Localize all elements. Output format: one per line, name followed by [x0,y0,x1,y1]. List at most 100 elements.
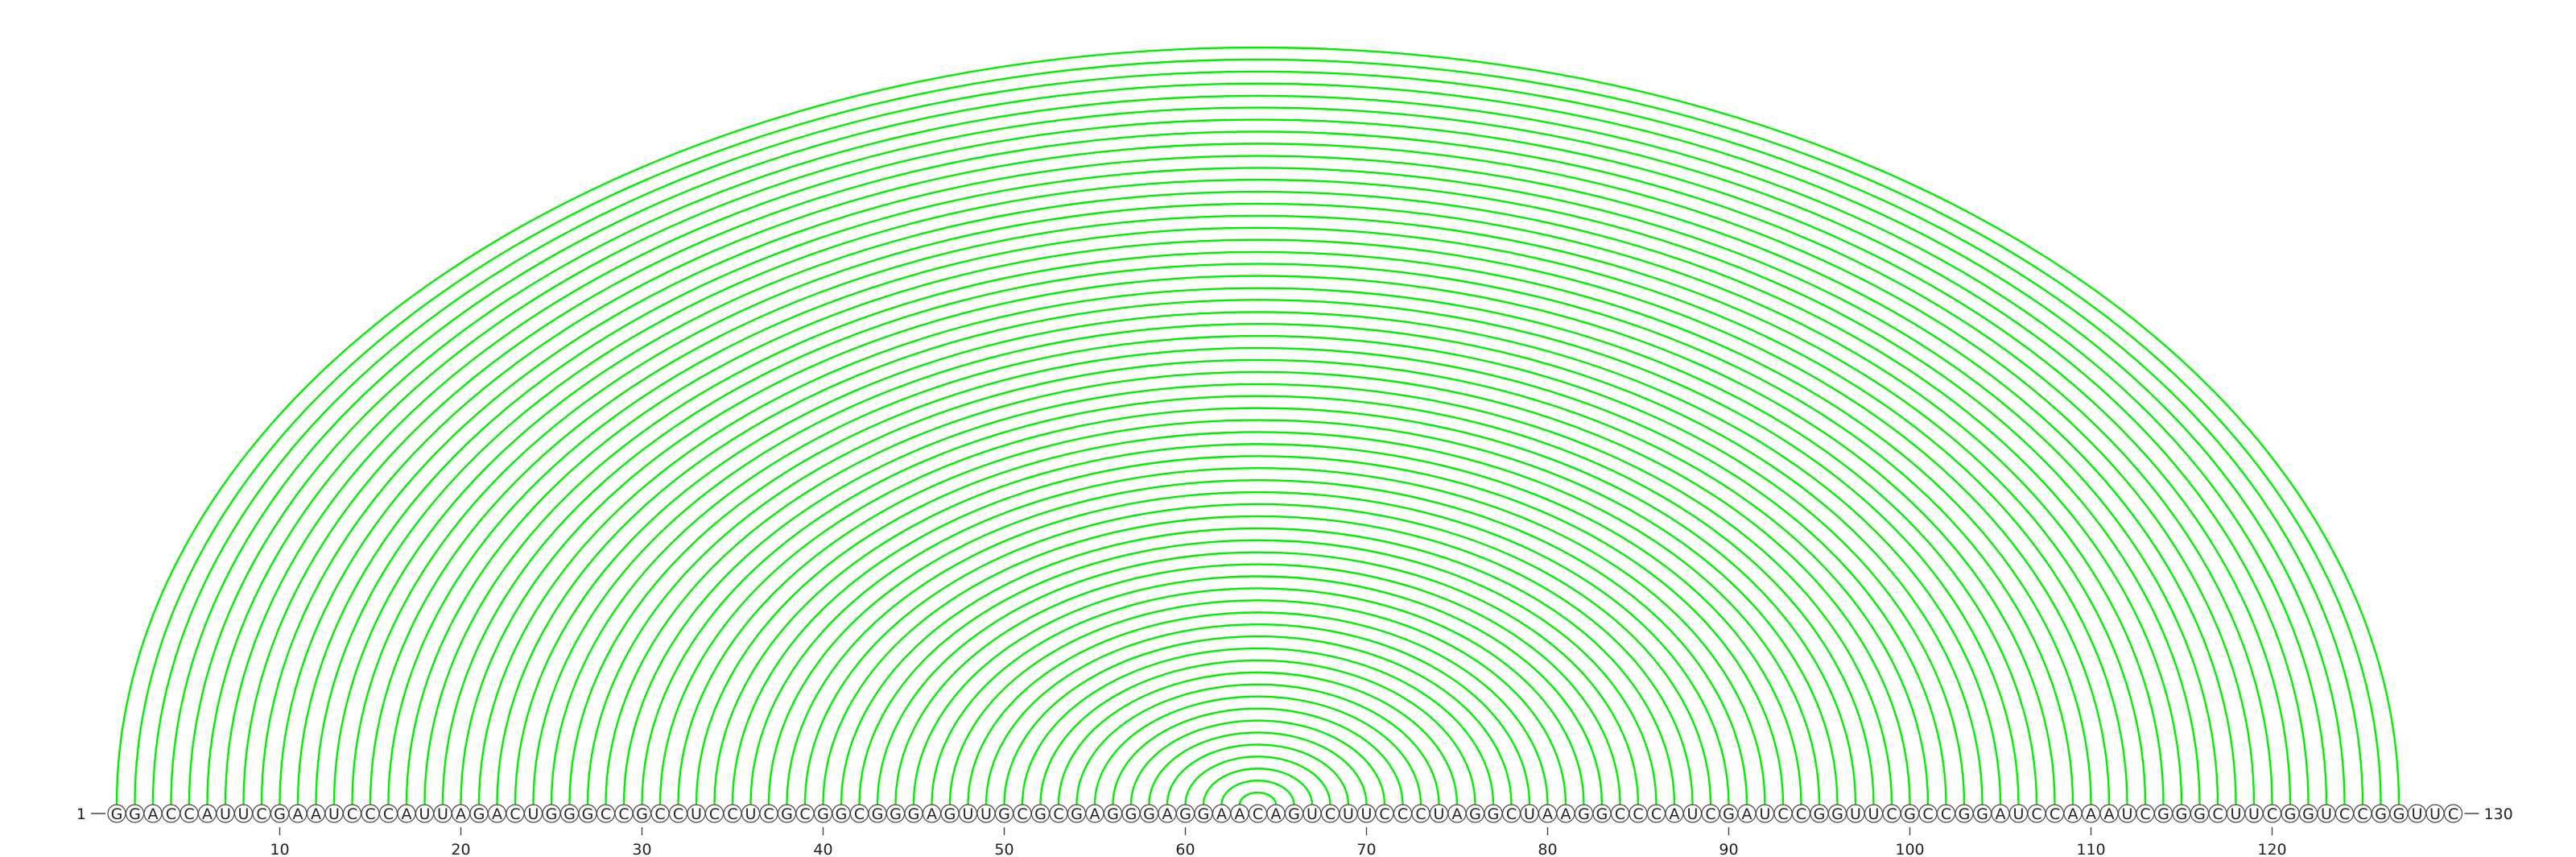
base-pair-arc-green [586,358,1930,805]
nucleotide-letter: C [1777,805,1788,823]
nucleotide-letter: U [963,805,974,823]
base-pair-arc-green [279,155,2237,805]
nucleotide-letter: G [473,805,485,823]
nucleotide-letter: C [673,805,683,823]
nucleotide-letter: U [2412,805,2423,823]
nucleotide: A [1230,804,1249,823]
nucleotide-letter: C [166,805,176,823]
base-pair-arc-green [1075,683,1440,805]
tick-label: 60 [1175,841,1195,857]
nucleotide: A [143,804,163,823]
base-pair-arc-green [1166,743,1350,805]
nucleotide: C [2136,804,2155,823]
nucleotide: U [1356,804,1377,823]
nucleotide-letter: G [1831,805,1843,823]
nucleotide: A [306,804,326,823]
nucleotide: A [487,804,507,823]
nucleotide: G [559,804,580,823]
nucleotide: U [687,804,706,823]
base-pair-arc-green [405,238,2111,805]
nucleotide: C [1013,804,1032,823]
nucleotide: C [704,804,724,823]
nucleotide-letter: U [2122,805,2133,823]
nucleotide: A [2099,804,2119,823]
nucleotide-letter: C [799,805,810,823]
nucleotide-letter: C [709,805,720,823]
nucleotide-letter: C [2357,805,2368,823]
tick-label: 90 [1719,841,1738,857]
base-pair-arc-green [188,94,2328,805]
nucleotide: U [741,804,761,823]
base-pair-arc-green [224,118,2292,805]
nucleotide-letter: C [510,805,520,823]
nucleotide-letter: G [1723,805,1735,823]
nucleotide-letter: U [1343,805,1354,823]
base-pair-arc-green [387,226,2128,805]
nucleotide: G [1719,804,1739,823]
base-pair-arc-green [641,395,1875,805]
nucleotide-letter: C [2339,805,2350,823]
nucleotide-letter: C [1397,805,1408,823]
nucleotide-letter: C [383,805,394,823]
base-pair-arc-green [731,455,1785,805]
base-pair-arc-green [260,143,2256,805]
base-pair-arc-green [767,479,1748,805]
nucleotide-letter: G [1578,805,1590,823]
nucleotide-letter: U [528,805,539,823]
nucleotide-letter: C [2267,805,2277,823]
nucleotide-letter: U [980,805,992,823]
nucleotide: G [469,804,489,823]
nucleotide: C [1629,804,1648,823]
nucleotide: C [1773,804,1793,823]
nucleotide: A [1991,804,2010,823]
nucleotide-letter: G [1125,805,1137,823]
nucleotide-letter: G [2393,805,2405,823]
nucleotide-letter: C [2140,805,2150,823]
nucleotide: G [1900,804,1920,823]
nucleotide-letter: C [2448,805,2458,823]
nucleotide: G [1810,804,1829,823]
nucleotide-letter: G [1179,805,1191,823]
nucleotide: U [2425,804,2445,823]
nucleotide: G [1139,804,1159,823]
nucleotide-letter: C [347,805,357,823]
nucleotide: C [1882,804,1901,823]
nucleotide-letter: C [1886,805,1897,823]
base-pair-arcs [115,46,2401,805]
nucleotide-letter: C [1017,805,1027,823]
nucleotide-letter: A [2068,805,2079,823]
nucleotide: G [1955,804,1974,823]
nucleotide-letter: G [1034,805,1046,823]
nucleotide-letter: G [1596,805,1608,823]
nucleotide-letter: C [2050,805,2060,823]
nucleotide-letter: G [2302,805,2314,823]
base-pair-arc-green [550,334,1966,805]
nucleotide-letter: G [872,805,884,823]
base-pair-arc-green [605,371,1911,805]
nucleotide: G [1592,804,1612,823]
nucleotide: G [2281,804,2300,823]
nucleotide-letter: A [1742,805,1752,823]
nucleotide: G [1067,804,1087,823]
nucleotide-letter: A [1670,805,1680,823]
nucleotide-letter: C [727,805,737,823]
nucleotide: C [1936,804,1956,823]
nucleotide: A [2081,804,2101,823]
nucleotide: C [668,804,688,823]
base-pair-arc-green [332,190,2183,805]
base-pair-arc-green [351,202,2165,805]
nucleotide: G [904,804,923,823]
nucleotide: G [1175,804,1195,823]
nucleotide-letter: G [817,805,829,823]
nucleotide: U [2226,804,2246,823]
nucleotide-letter: C [1253,805,1263,823]
nucleotide: C [180,804,199,823]
nucleotide-letter: U [1361,805,1373,823]
nucleotide-letter: U [1868,805,1880,823]
nucleotide-letter: U [437,805,448,823]
base-pair-arc-green [1112,707,1404,805]
nucleotide: G [1103,804,1123,823]
nucleotide: C [1646,804,1666,823]
nucleotide-letter: U [1687,805,1699,823]
